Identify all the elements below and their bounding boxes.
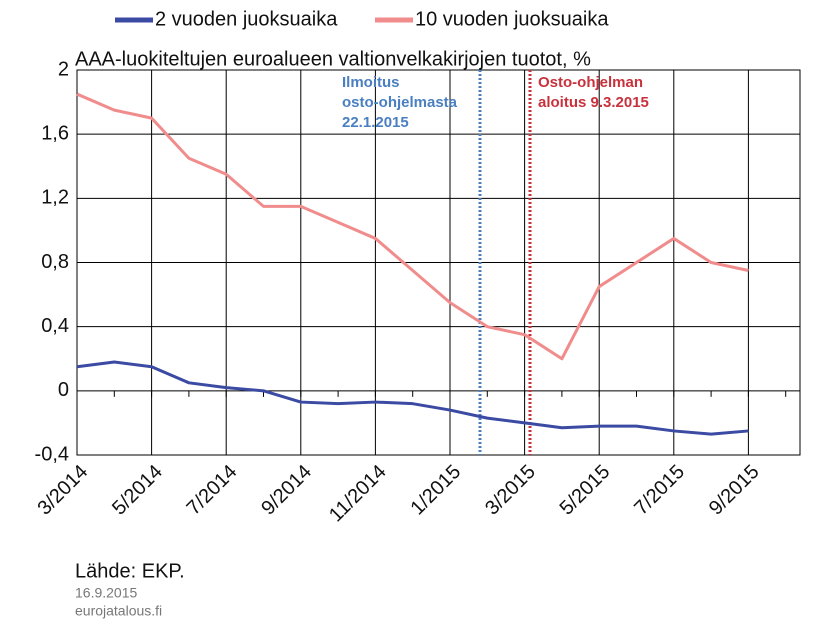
y-tick-label: 0,4 (41, 315, 69, 337)
y-tick-label: 2 (58, 58, 69, 80)
x-tick-label: 3/2014 (33, 461, 92, 520)
x-tick-label: 9/2015 (705, 461, 764, 520)
x-tick-label: 5/2014 (108, 461, 167, 520)
source: Lähde: EKP. (75, 560, 185, 582)
x-tick-label: 1/2015 (406, 461, 465, 520)
site: eurojatalous.fi (75, 603, 162, 619)
annotation-text: Ilmoitus (342, 74, 400, 91)
y-tick-label: 1,2 (41, 187, 69, 209)
x-tick-label: 11/2014 (325, 461, 391, 527)
annotation-text: Osto-ohjelman (538, 74, 643, 91)
x-tick-label: 7/2015 (630, 461, 689, 520)
x-tick-label: 3/2015 (481, 461, 540, 520)
y-tick-label: -0,4 (35, 443, 69, 465)
annotation-text: osto-ohjelmasta (342, 94, 458, 111)
legend-label: 2 vuoden juoksuaika (155, 8, 338, 30)
y-tick-label: 0 (58, 379, 69, 401)
y-tick-label: 0,8 (41, 251, 69, 273)
x-tick-label: 9/2014 (257, 461, 316, 520)
date: 16.9.2015 (75, 585, 137, 601)
annotation-text: 22.1.2015 (342, 114, 409, 131)
legend-label: 10 vuoden juoksuaika (415, 8, 609, 30)
x-tick-label: 7/2014 (183, 461, 242, 520)
y-tick-label: 1,6 (41, 122, 69, 144)
chart-title: AAA-luokiteltujen euroalueen valtionvelk… (75, 48, 591, 70)
series-line (76, 360, 749, 436)
series-line (76, 92, 749, 361)
x-tick-label: 5/2015 (556, 461, 615, 520)
annotation-text: aloitus 9.3.2015 (538, 94, 649, 111)
